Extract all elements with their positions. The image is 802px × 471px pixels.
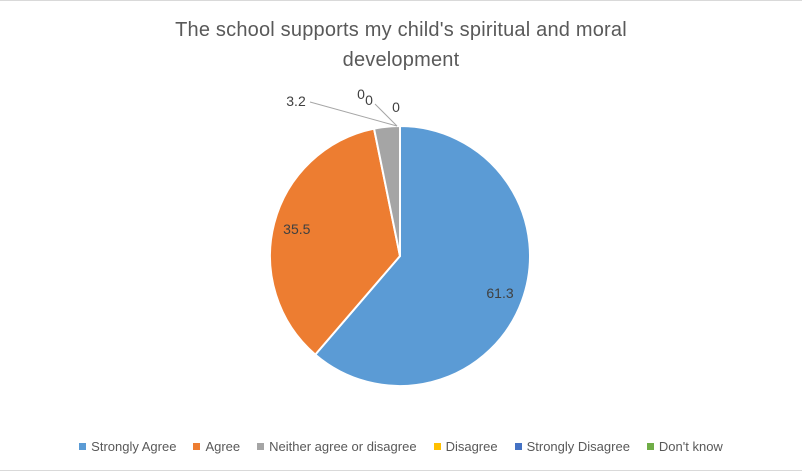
chart-title: The school supports my child's spiritual…	[175, 19, 627, 71]
legend-swatch-icon	[79, 443, 87, 450]
legend-item-disagree[interactable]: Disagree	[433, 439, 498, 454]
legend-label: Neither agree or disagree	[269, 439, 417, 454]
leader-line-neither-agree-or-disagree	[309, 101, 398, 127]
data-label-neither-agree-or-disagree: 3.2	[286, 93, 306, 109]
data-label-strongly-agree: 61.3	[486, 285, 513, 301]
data-label-don-t-know: 0	[392, 99, 400, 115]
legend-label: Don't know	[658, 439, 723, 454]
legend-swatch-icon	[514, 443, 522, 450]
leader-line-strongly-disagree	[374, 103, 398, 127]
legend-swatch-icon	[257, 443, 265, 450]
pie-slice-strongly-agree[interactable]	[314, 125, 531, 387]
legend-swatch-icon	[646, 443, 654, 450]
legend-label: Strongly Disagree	[526, 439, 630, 454]
data-label-strongly-disagree: 0	[365, 92, 373, 108]
legend-item-agree[interactable]: Agree	[193, 439, 240, 454]
legend-item-strongly-disagree[interactable]: Strongly Disagree	[514, 439, 630, 454]
data-label-agree: 35.5	[283, 221, 310, 237]
legend-item-strongly-agree[interactable]: Strongly Agree	[79, 439, 176, 454]
legend-swatch-icon	[193, 443, 201, 450]
pie-slice-agree[interactable]	[268, 127, 401, 356]
legend-swatch-icon	[433, 443, 441, 450]
pie-slice-neither-agree-or-disagree[interactable]	[373, 125, 401, 257]
chart-legend: Strongly Agree Agree Neither agree or disa…	[0, 439, 802, 454]
legend-item-neither-agree-or-disagree[interactable]: Neither agree or disagree	[257, 439, 417, 454]
legend-label: Strongly Agree	[91, 439, 177, 454]
data-label-disagree: 0	[357, 86, 365, 102]
legend-label: Agree	[205, 439, 241, 454]
legend-item-don-t-know[interactable]: Don't know	[646, 439, 723, 454]
legend-label: Disagree	[445, 439, 498, 454]
